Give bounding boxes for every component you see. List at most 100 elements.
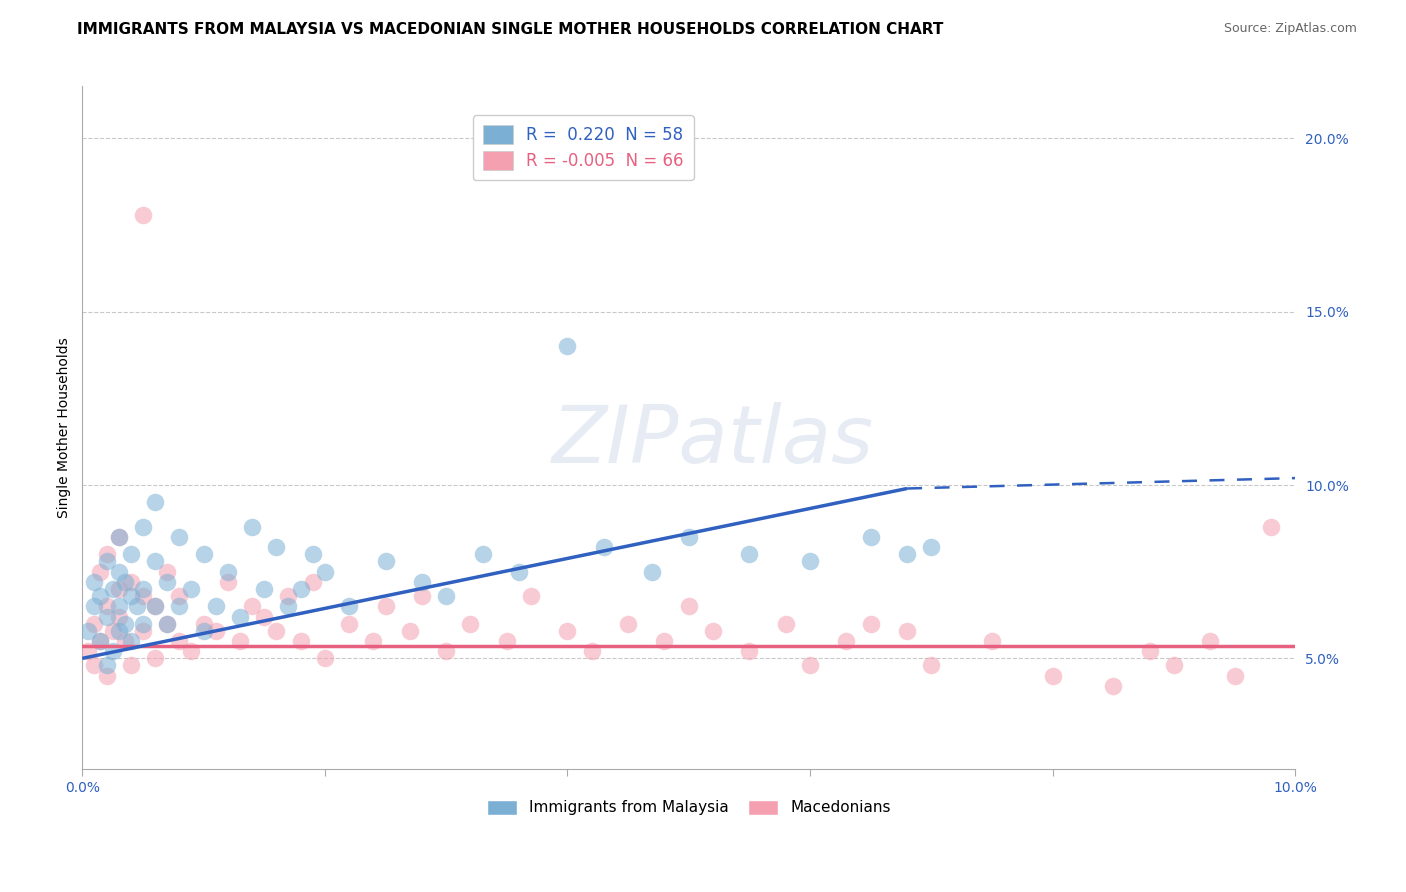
Point xyxy=(169,634,191,648)
Point xyxy=(799,554,821,568)
Point xyxy=(132,519,155,533)
Text: IMMIGRANTS FROM MALAYSIA VS MACEDONIAN SINGLE MOTHER HOUSEHOLDS CORRELATION CHAR: IMMIGRANTS FROM MALAYSIA VS MACEDONIAN S… xyxy=(77,22,943,37)
Point xyxy=(96,547,118,561)
Point xyxy=(107,530,129,544)
Point xyxy=(896,624,918,638)
Point xyxy=(654,634,676,648)
Point xyxy=(859,616,882,631)
Point xyxy=(775,616,797,631)
Point xyxy=(337,616,360,631)
Point xyxy=(77,624,100,638)
Point xyxy=(1102,679,1125,693)
Point xyxy=(89,634,111,648)
Point xyxy=(217,565,239,579)
Point xyxy=(107,582,129,596)
Point xyxy=(180,644,202,658)
Point xyxy=(83,575,105,590)
Point xyxy=(277,599,299,614)
Point xyxy=(702,624,724,638)
Point xyxy=(89,589,111,603)
Point xyxy=(411,589,433,603)
Point xyxy=(143,651,166,665)
Point xyxy=(581,644,603,658)
Point xyxy=(132,208,155,222)
Point xyxy=(96,669,118,683)
Point xyxy=(120,575,142,590)
Point xyxy=(83,658,105,673)
Point xyxy=(229,609,252,624)
Point xyxy=(411,575,433,590)
Point xyxy=(143,554,166,568)
Point xyxy=(460,616,482,631)
Point xyxy=(920,541,942,555)
Point xyxy=(89,634,111,648)
Point xyxy=(678,530,700,544)
Point xyxy=(266,624,288,638)
Point xyxy=(143,599,166,614)
Text: ZIPatlas: ZIPatlas xyxy=(553,402,875,481)
Point xyxy=(156,616,179,631)
Point xyxy=(1139,644,1161,658)
Point xyxy=(592,541,614,555)
Point xyxy=(96,609,118,624)
Point xyxy=(799,658,821,673)
Point xyxy=(120,634,142,648)
Point xyxy=(253,609,276,624)
Point xyxy=(156,575,179,590)
Point xyxy=(132,589,155,603)
Point xyxy=(156,565,179,579)
Point xyxy=(101,624,124,638)
Point xyxy=(114,634,136,648)
Point xyxy=(434,644,457,658)
Point xyxy=(107,530,129,544)
Point xyxy=(363,634,385,648)
Point xyxy=(301,547,323,561)
Point xyxy=(83,616,105,631)
Point xyxy=(107,609,129,624)
Point xyxy=(314,565,336,579)
Point xyxy=(398,624,420,638)
Point xyxy=(132,582,155,596)
Point xyxy=(738,644,761,658)
Point xyxy=(1223,669,1246,683)
Point xyxy=(981,634,1004,648)
Point xyxy=(120,589,142,603)
Point xyxy=(89,565,111,579)
Point xyxy=(678,599,700,614)
Point xyxy=(434,589,457,603)
Point xyxy=(495,634,517,648)
Point xyxy=(169,589,191,603)
Point xyxy=(835,634,858,648)
Point xyxy=(374,554,396,568)
Point xyxy=(337,599,360,614)
Point xyxy=(896,547,918,561)
Point xyxy=(557,339,579,353)
Point xyxy=(471,547,494,561)
Point xyxy=(1260,519,1282,533)
Point xyxy=(96,599,118,614)
Point xyxy=(193,624,215,638)
Point xyxy=(508,565,530,579)
Point xyxy=(101,644,124,658)
Point xyxy=(1199,634,1222,648)
Text: Source: ZipAtlas.com: Source: ZipAtlas.com xyxy=(1223,22,1357,36)
Point xyxy=(180,582,202,596)
Point xyxy=(107,565,129,579)
Legend: Immigrants from Malaysia, Macedonians: Immigrants from Malaysia, Macedonians xyxy=(479,792,898,823)
Point xyxy=(617,616,640,631)
Point xyxy=(1042,669,1064,683)
Point xyxy=(107,624,129,638)
Point xyxy=(738,547,761,561)
Point xyxy=(125,599,148,614)
Point xyxy=(204,624,226,638)
Point xyxy=(301,575,323,590)
Point xyxy=(114,616,136,631)
Point xyxy=(520,589,543,603)
Y-axis label: Single Mother Households: Single Mother Households xyxy=(58,337,72,518)
Point xyxy=(240,599,263,614)
Point xyxy=(96,554,118,568)
Point xyxy=(217,575,239,590)
Point xyxy=(204,599,226,614)
Point xyxy=(277,589,299,603)
Point xyxy=(240,519,263,533)
